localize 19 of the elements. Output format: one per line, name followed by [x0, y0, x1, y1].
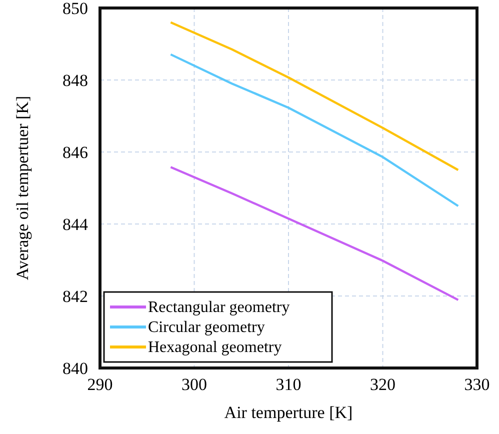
x-axis-title: Air temperture [K] — [224, 403, 353, 422]
x-tick-label: 310 — [276, 375, 302, 394]
x-tick-label: 300 — [182, 375, 207, 394]
y-tick-label: 846 — [62, 143, 88, 162]
line-series — [170, 21, 460, 172]
x-tick-label: 320 — [370, 375, 396, 394]
y-axis-title: Average oil tempertuer [K] — [13, 96, 32, 280]
y-tick-label: 850 — [62, 0, 88, 18]
y-tick-label: 842 — [62, 287, 88, 306]
line-series — [170, 166, 460, 302]
line-series — [170, 53, 460, 208]
legend-label: Circular geometry — [148, 319, 265, 336]
legend-label: Hexagonal geometry — [148, 339, 282, 356]
y-tick-label: 840 — [62, 359, 88, 378]
y-tick-label: 848 — [62, 71, 88, 90]
x-tick-label: 290 — [87, 375, 113, 394]
legend-label: Rectangular geometry — [148, 299, 290, 316]
x-tick-label: 330 — [464, 375, 490, 394]
y-tick-label: 844 — [62, 215, 88, 234]
